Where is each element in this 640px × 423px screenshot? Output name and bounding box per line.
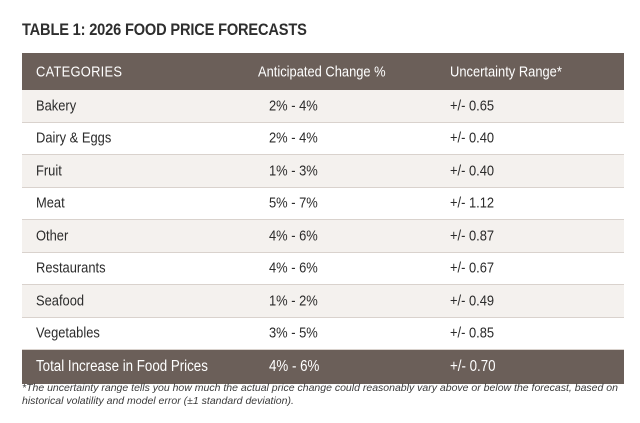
range-cell: +/- 1.12 — [450, 194, 495, 212]
change-cell: 4% - 6% — [269, 227, 318, 245]
header-anticipated-change: Anticipated Change % — [258, 63, 386, 80]
range-cell: +/- 0.65 — [450, 97, 495, 115]
total-range-cell: +/- 0.70 — [450, 358, 496, 375]
change-cell: 4% - 6% — [269, 259, 318, 277]
change-cell: 1% - 3% — [269, 162, 318, 180]
total-change-cell: 4% - 6% — [269, 358, 320, 375]
change-cell: 2% - 4% — [269, 97, 318, 115]
header-categories: CATEGORIES — [36, 63, 123, 80]
range-cell: +/- 0.49 — [450, 292, 495, 310]
table-header-row: CATEGORIES Anticipated Change % Uncertai… — [22, 53, 624, 90]
footnote: *The uncertainty range tells you how muc… — [22, 382, 618, 407]
table-row: Bakery 2% - 4% +/- 0.65 — [22, 90, 624, 123]
category-cell: Other — [36, 227, 69, 245]
category-cell: Dairy & Eggs — [36, 129, 112, 147]
range-cell: +/- 0.40 — [450, 129, 495, 147]
range-cell: +/- 0.85 — [450, 324, 495, 342]
table-title: TABLE 1: 2026 FOOD PRICE FORECASTS — [22, 20, 307, 39]
table-row: Vegetables 3% - 5% +/- 0.85 — [22, 317, 624, 350]
table-row: Fruit 1% - 3% +/- 0.40 — [22, 155, 624, 188]
category-cell: Meat — [36, 194, 65, 212]
table-row: Seafood 1% - 2% +/- 0.49 — [22, 285, 624, 318]
table-row: Other 4% - 6% +/- 0.87 — [22, 220, 624, 253]
table-row: Dairy & Eggs 2% - 4% +/- 0.40 — [22, 122, 624, 155]
table-total-row: Total Increase in Food Prices 4% - 6% +/… — [22, 350, 624, 384]
category-cell: Vegetables — [36, 324, 100, 342]
range-cell: +/- 0.40 — [450, 162, 495, 180]
category-cell: Fruit — [36, 162, 62, 180]
change-cell: 1% - 2% — [269, 292, 318, 310]
category-cell: Seafood — [36, 292, 85, 310]
change-cell: 2% - 4% — [269, 129, 318, 147]
header-uncertainty-range: Uncertainty Range* — [450, 63, 562, 80]
range-cell: +/- 0.87 — [450, 227, 495, 245]
forecast-table: CATEGORIES Anticipated Change % Uncertai… — [22, 53, 624, 384]
category-cell: Restaurants — [36, 259, 106, 277]
table-row: Restaurants 4% - 6% +/- 0.67 — [22, 252, 624, 285]
category-cell: Bakery — [36, 97, 77, 115]
range-cell: +/- 0.67 — [450, 259, 495, 277]
total-category-cell: Total Increase in Food Prices — [36, 358, 208, 375]
table-row: Meat 5% - 7% +/- 1.12 — [22, 187, 624, 220]
change-cell: 5% - 7% — [269, 194, 318, 212]
change-cell: 3% - 5% — [269, 324, 318, 342]
